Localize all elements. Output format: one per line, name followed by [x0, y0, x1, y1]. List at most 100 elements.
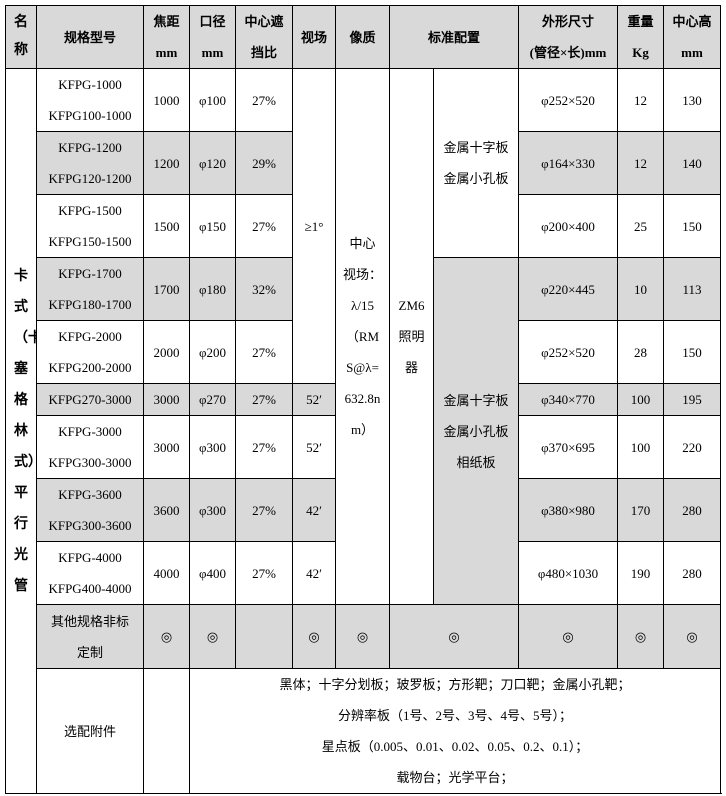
height-cell: 280: [663, 478, 722, 542]
header-model: 规格型号: [36, 5, 144, 69]
weight-cell: 170: [617, 478, 665, 542]
model-cell: KFPG270-3000: [36, 383, 144, 416]
header-standard: 标准配置: [388, 5, 520, 69]
header-row: 名称 规格型号 焦距 mm 口径 mm 中心遮 挡比 视场 像质 标准配置 外形…: [5, 5, 722, 69]
model-cell: KFPG-1200 KFPG120-1200: [36, 131, 144, 195]
header-weight: 重量 Kg: [617, 5, 665, 69]
weight-cell: 28: [617, 320, 665, 384]
accessories-row: 选配附件 黑体；十字分划板；玻罗板；方形靶；刀口靶；金属小孔靶； 分辨率板（1号…: [6, 668, 722, 794]
weight-cell: 10: [617, 257, 665, 321]
height-cell: 150: [663, 194, 722, 258]
dims-cell: φ220×445: [518, 257, 619, 321]
header-dimensions: 外形尺寸 (管径×长)mm: [518, 5, 619, 69]
custom-mark: ◎: [292, 604, 336, 669]
aperture-cell: φ400: [189, 541, 236, 605]
product-name: 卡式（卡塞格林式）平行光管: [5, 68, 37, 794]
focal-cell: 2000: [143, 320, 190, 384]
accessories-label: 选配附件: [36, 668, 144, 794]
aperture-cell: φ180: [189, 257, 236, 321]
weight-cell: 12: [617, 131, 665, 195]
weight-cell: 12: [617, 68, 665, 132]
dims-cell: φ252×520: [518, 68, 619, 132]
dims-cell: φ340×770: [518, 383, 619, 416]
table-row: KFPG-2000 KFPG200-2000 2000 φ200 27% φ25…: [6, 320, 722, 384]
model-cell: KFPG-3600 KFPG300-3600: [36, 478, 144, 542]
dims-cell: φ380×980: [518, 478, 619, 542]
header-height: 中心高 mm: [663, 5, 722, 69]
model-cell: KFPG-1000 KFPG100-1000: [36, 68, 144, 132]
aperture-cell: φ270: [189, 383, 236, 416]
fov-cell: ≥1°: [292, 68, 336, 384]
custom-row: 其他规格非标 定制 ◎ ◎ ◎ ◎ ◎ ◎ ◎ ◎: [5, 604, 722, 669]
header-name: 名称: [5, 5, 37, 69]
standard-config-cell: 金属十字板 金属小孔板: [432, 68, 520, 258]
height-cell: 130: [663, 68, 722, 132]
dims-cell: φ480×1030: [518, 541, 619, 605]
height-cell: 113: [663, 257, 722, 321]
table-row: KFPG270-3000 3000 φ270 27% 52′ φ340×770 …: [5, 383, 722, 416]
obstruction-cell: 27%: [235, 320, 293, 384]
focal-cell: 1000: [143, 68, 190, 132]
empty-cell: [235, 604, 293, 669]
dims-cell: φ252×520: [518, 320, 619, 384]
aperture-cell: φ150: [189, 194, 236, 258]
model-cell: KFPG-4000 KFPG400-4000: [36, 541, 144, 605]
custom-label: 其他规格非标 定制: [36, 604, 144, 669]
aperture-cell: φ120: [189, 131, 236, 195]
table-row: KFPG-1500 KFPG150-1500 1500 φ150 27% φ20…: [6, 194, 722, 258]
dims-cell: φ200×400: [518, 194, 619, 258]
dims-cell: φ164×330: [518, 131, 619, 195]
header-fov: 视场: [292, 5, 336, 69]
accessory-line: 星点板（0.005、0.01、0.02、0.05、0.2、0.1）；: [321, 739, 589, 754]
height-cell: 150: [663, 320, 722, 384]
model-cell: KFPG-1500 KFPG150-1500: [36, 194, 144, 258]
aperture-cell: φ300: [189, 478, 236, 542]
custom-mark: ◎: [518, 604, 619, 669]
dims-cell: φ370×695: [518, 415, 619, 479]
obstruction-cell: 32%: [235, 257, 293, 321]
focal-cell: 3600: [143, 478, 190, 542]
table-row: 卡式（卡塞格林式）平行光管 KFPG-1000 KFPG100-1000 100…: [5, 68, 722, 794]
obstruction-cell: 27%: [235, 415, 293, 479]
model-cell: KFPG-1700 KFPG180-1700: [36, 257, 144, 321]
aperture-cell: φ100: [189, 68, 236, 132]
custom-mark: ◎: [617, 604, 665, 669]
model-cell: KFPG-2000 KFPG200-2000: [36, 320, 144, 384]
header-aperture: 口径 mm: [189, 5, 236, 69]
accessory-line: 黑体；十字分划板；玻罗板；方形靶；刀口靶；金属小孔靶；: [279, 677, 631, 692]
height-cell: 140: [663, 131, 722, 195]
obstruction-cell: 29%: [235, 131, 293, 195]
height-cell: 280: [663, 541, 722, 605]
height-cell: 195: [663, 383, 722, 416]
obstruction-cell: 27%: [235, 68, 293, 132]
table-row: KFPG-3000 KFPG300-3000 3000 φ300 27% 52′…: [6, 415, 722, 479]
accessory-line: 分辨率板（1号、2号、3号、4号、5号）；: [338, 708, 573, 723]
custom-mark: ◎: [143, 604, 190, 669]
fov-cell: 52′: [292, 415, 336, 479]
custom-mark: ◎: [663, 604, 722, 669]
focal-cell: 3000: [143, 415, 190, 479]
weight-cell: 100: [617, 383, 665, 416]
accessory-line: 载物台；光学平台；: [396, 770, 514, 785]
model-cell: KFPG-3000 KFPG300-3000: [36, 415, 144, 479]
focal-cell: 1500: [143, 194, 190, 258]
custom-mark: ◎: [335, 604, 390, 669]
obstruction-cell: 27%: [235, 541, 293, 605]
fov-cell: 42′: [292, 478, 336, 542]
aperture-cell: φ200: [189, 320, 236, 384]
spec-table: 名称 规格型号 焦距 mm 口径 mm 中心遮 挡比 视场 像质 标准配置 外形…: [5, 5, 722, 794]
quality-cell: 中心 视场： λ/15 （RM S@λ= 632.8n m）: [335, 68, 390, 605]
header-focal: 焦距 mm: [143, 5, 190, 69]
illuminator-cell: ZM6 照明 器: [389, 68, 434, 605]
custom-mark: ◎: [189, 604, 236, 669]
focal-cell: 1700: [143, 257, 190, 321]
fov-cell: 52′: [292, 383, 336, 416]
standard-config-cell: 金属十字板 金属小孔板 相纸板: [432, 257, 520, 605]
obstruction-cell: 27%: [235, 194, 293, 258]
empty-cell: [143, 668, 190, 794]
header-obstruction: 中心遮 挡比: [235, 5, 293, 69]
obstruction-cell: 27%: [235, 383, 293, 416]
header-quality: 像质: [335, 5, 390, 69]
focal-cell: 1200: [143, 131, 190, 195]
aperture-cell: φ300: [189, 415, 236, 479]
